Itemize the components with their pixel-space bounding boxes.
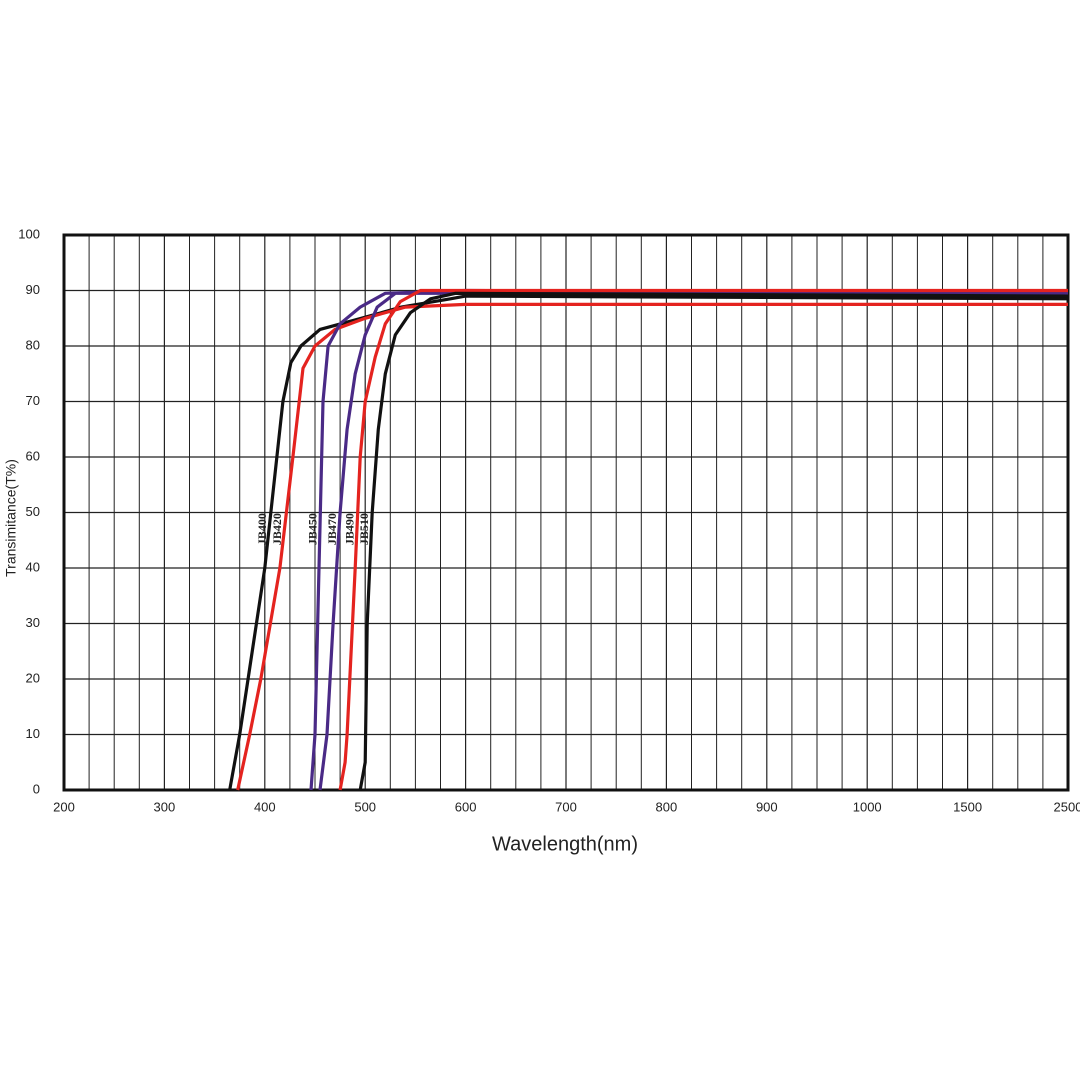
y-tick-label: 30 bbox=[26, 615, 40, 630]
series-line bbox=[318, 291, 1068, 791]
x-tick-label: 500 bbox=[354, 799, 376, 814]
y-tick-label: 0 bbox=[33, 781, 40, 796]
x-tick-label: 1000 bbox=[853, 799, 882, 814]
x-tick-label: 900 bbox=[756, 799, 778, 814]
x-tick-label: 200 bbox=[53, 799, 75, 814]
y-tick-label: 60 bbox=[26, 448, 40, 463]
y-tick-label: 40 bbox=[26, 559, 40, 574]
series-line bbox=[228, 294, 1069, 791]
series-label: JB470 bbox=[325, 513, 339, 545]
x-tick-label: 600 bbox=[455, 799, 477, 814]
x-tick-label: 800 bbox=[656, 799, 678, 814]
y-axis-label: Transimitance(T%) bbox=[3, 459, 19, 577]
x-tick-label: 1500 bbox=[953, 799, 982, 814]
y-tick-label: 50 bbox=[26, 504, 40, 519]
series-label: JB510 bbox=[357, 513, 371, 545]
y-tick-label: 80 bbox=[26, 337, 40, 352]
y-tick-label: 20 bbox=[26, 670, 40, 685]
y-tick-label: 90 bbox=[26, 282, 40, 297]
series-label: JB450 bbox=[306, 513, 320, 545]
series-line bbox=[338, 288, 1068, 791]
series-label: JB400 bbox=[255, 513, 269, 545]
x-tick-label: 700 bbox=[555, 799, 577, 814]
x-axis-label: Wavelength(nm) bbox=[492, 833, 638, 855]
plot-frame bbox=[62, 233, 1070, 792]
y-tick-label: 10 bbox=[26, 726, 40, 741]
x-tick-label: 300 bbox=[154, 799, 176, 814]
y-tick-label: 70 bbox=[26, 393, 40, 408]
series-line bbox=[236, 302, 1068, 791]
x-tick-label: 2500 bbox=[1054, 799, 1080, 814]
y-tick-label: 100 bbox=[18, 226, 40, 241]
series-label: JB490 bbox=[343, 513, 357, 545]
series-line bbox=[358, 291, 1069, 791]
series-line bbox=[309, 288, 1069, 791]
x-tick-label: 400 bbox=[254, 799, 276, 814]
series-label: JB420 bbox=[270, 513, 284, 545]
